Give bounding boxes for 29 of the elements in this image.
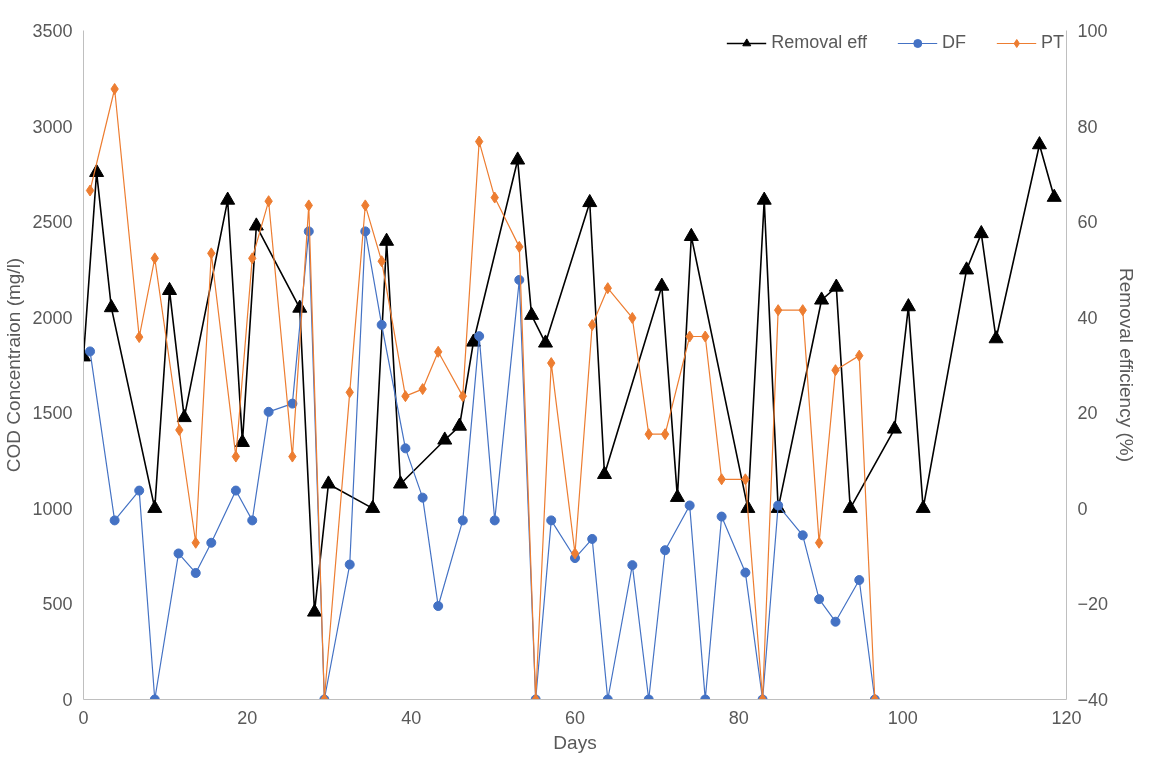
y2-tick-label: −20 xyxy=(1077,594,1109,615)
y2-tick-label: 60 xyxy=(1077,212,1098,233)
y2-tick-label: −40 xyxy=(1077,690,1109,710)
x-tick-label: 20 xyxy=(237,707,258,728)
y-tick-label: 3000 xyxy=(32,116,73,137)
legend-label: DF xyxy=(941,32,966,53)
y-tick-label: 3500 xyxy=(32,21,73,41)
legend-label: Removal eff xyxy=(771,32,867,53)
y2-axis-title: Removal efficiency (%) xyxy=(1116,268,1138,462)
y-axis-title: COD Concentraion (mg/l) xyxy=(3,257,25,473)
y-tick-label: 1500 xyxy=(32,403,73,424)
x-tick-label: 60 xyxy=(564,707,586,728)
x-tick-label: 0 xyxy=(78,707,89,728)
x-tick-label: 100 xyxy=(887,707,918,728)
y-tick-label: 1000 xyxy=(32,498,73,519)
y-tick-label: 500 xyxy=(42,594,73,615)
y2-tick-label: 0 xyxy=(1077,498,1088,519)
y2-tick-label: 100 xyxy=(1077,21,1108,41)
y2-tick-label: 20 xyxy=(1077,403,1098,424)
x-tick-label: 80 xyxy=(728,707,749,728)
y-tick-label: 2500 xyxy=(32,212,73,233)
y2-tick-label: 40 xyxy=(1077,307,1098,328)
y-tick-label: 2000 xyxy=(32,307,73,328)
x-tick-label: 40 xyxy=(401,707,422,728)
legend-label: PT xyxy=(1040,32,1064,53)
x-axis-title: Days xyxy=(553,731,597,753)
x-tick-label: 120 xyxy=(1051,707,1082,728)
y2-tick-label: 80 xyxy=(1077,116,1098,137)
y-tick-label: 0 xyxy=(62,690,73,710)
